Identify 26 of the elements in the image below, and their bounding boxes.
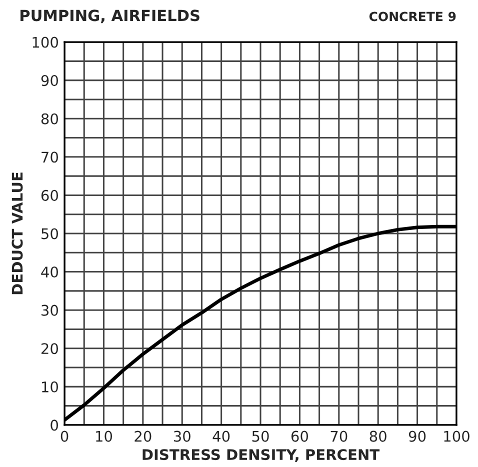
chart-subtitle: CONCRETE 9 xyxy=(369,12,456,22)
x-tick-label: 80 xyxy=(370,430,386,442)
y-tick-label: 50 xyxy=(42,228,58,240)
x-tick-label: 20 xyxy=(134,430,152,442)
x-tick-label: 90 xyxy=(408,430,426,442)
x-tick-label: 30 xyxy=(174,430,190,442)
x-tick-label: 0 xyxy=(60,430,68,442)
y-tick-label: 80 xyxy=(41,113,58,124)
y-tick-label: 0 xyxy=(50,420,58,431)
y-tick-label: 70 xyxy=(42,152,58,163)
y-tick-label: 30 xyxy=(42,304,58,316)
x-tick-label: 50 xyxy=(252,430,269,442)
y-tick-label: 20 xyxy=(41,343,58,354)
y-tick-label: 90 xyxy=(41,75,58,86)
x-tick-label: 70 xyxy=(330,430,348,442)
y-tick-label: 10 xyxy=(42,381,58,392)
x-tick-label: 10 xyxy=(96,430,112,442)
x-axis-title: DISTRESS DENSITY, PERCENT xyxy=(142,449,380,462)
x-tick-label: 100 xyxy=(444,430,470,442)
y-axis-title: DEDUCT VALUE xyxy=(12,172,23,294)
y-tick-label: 60 xyxy=(41,190,58,201)
y-tick-label: 40 xyxy=(41,266,58,278)
y-tick-label: 100 xyxy=(32,36,58,48)
chart-title: PUMPING, AIRFIELDS xyxy=(20,10,200,24)
x-tick-label: 60 xyxy=(291,430,308,442)
x-tick-label: 40 xyxy=(212,430,230,442)
